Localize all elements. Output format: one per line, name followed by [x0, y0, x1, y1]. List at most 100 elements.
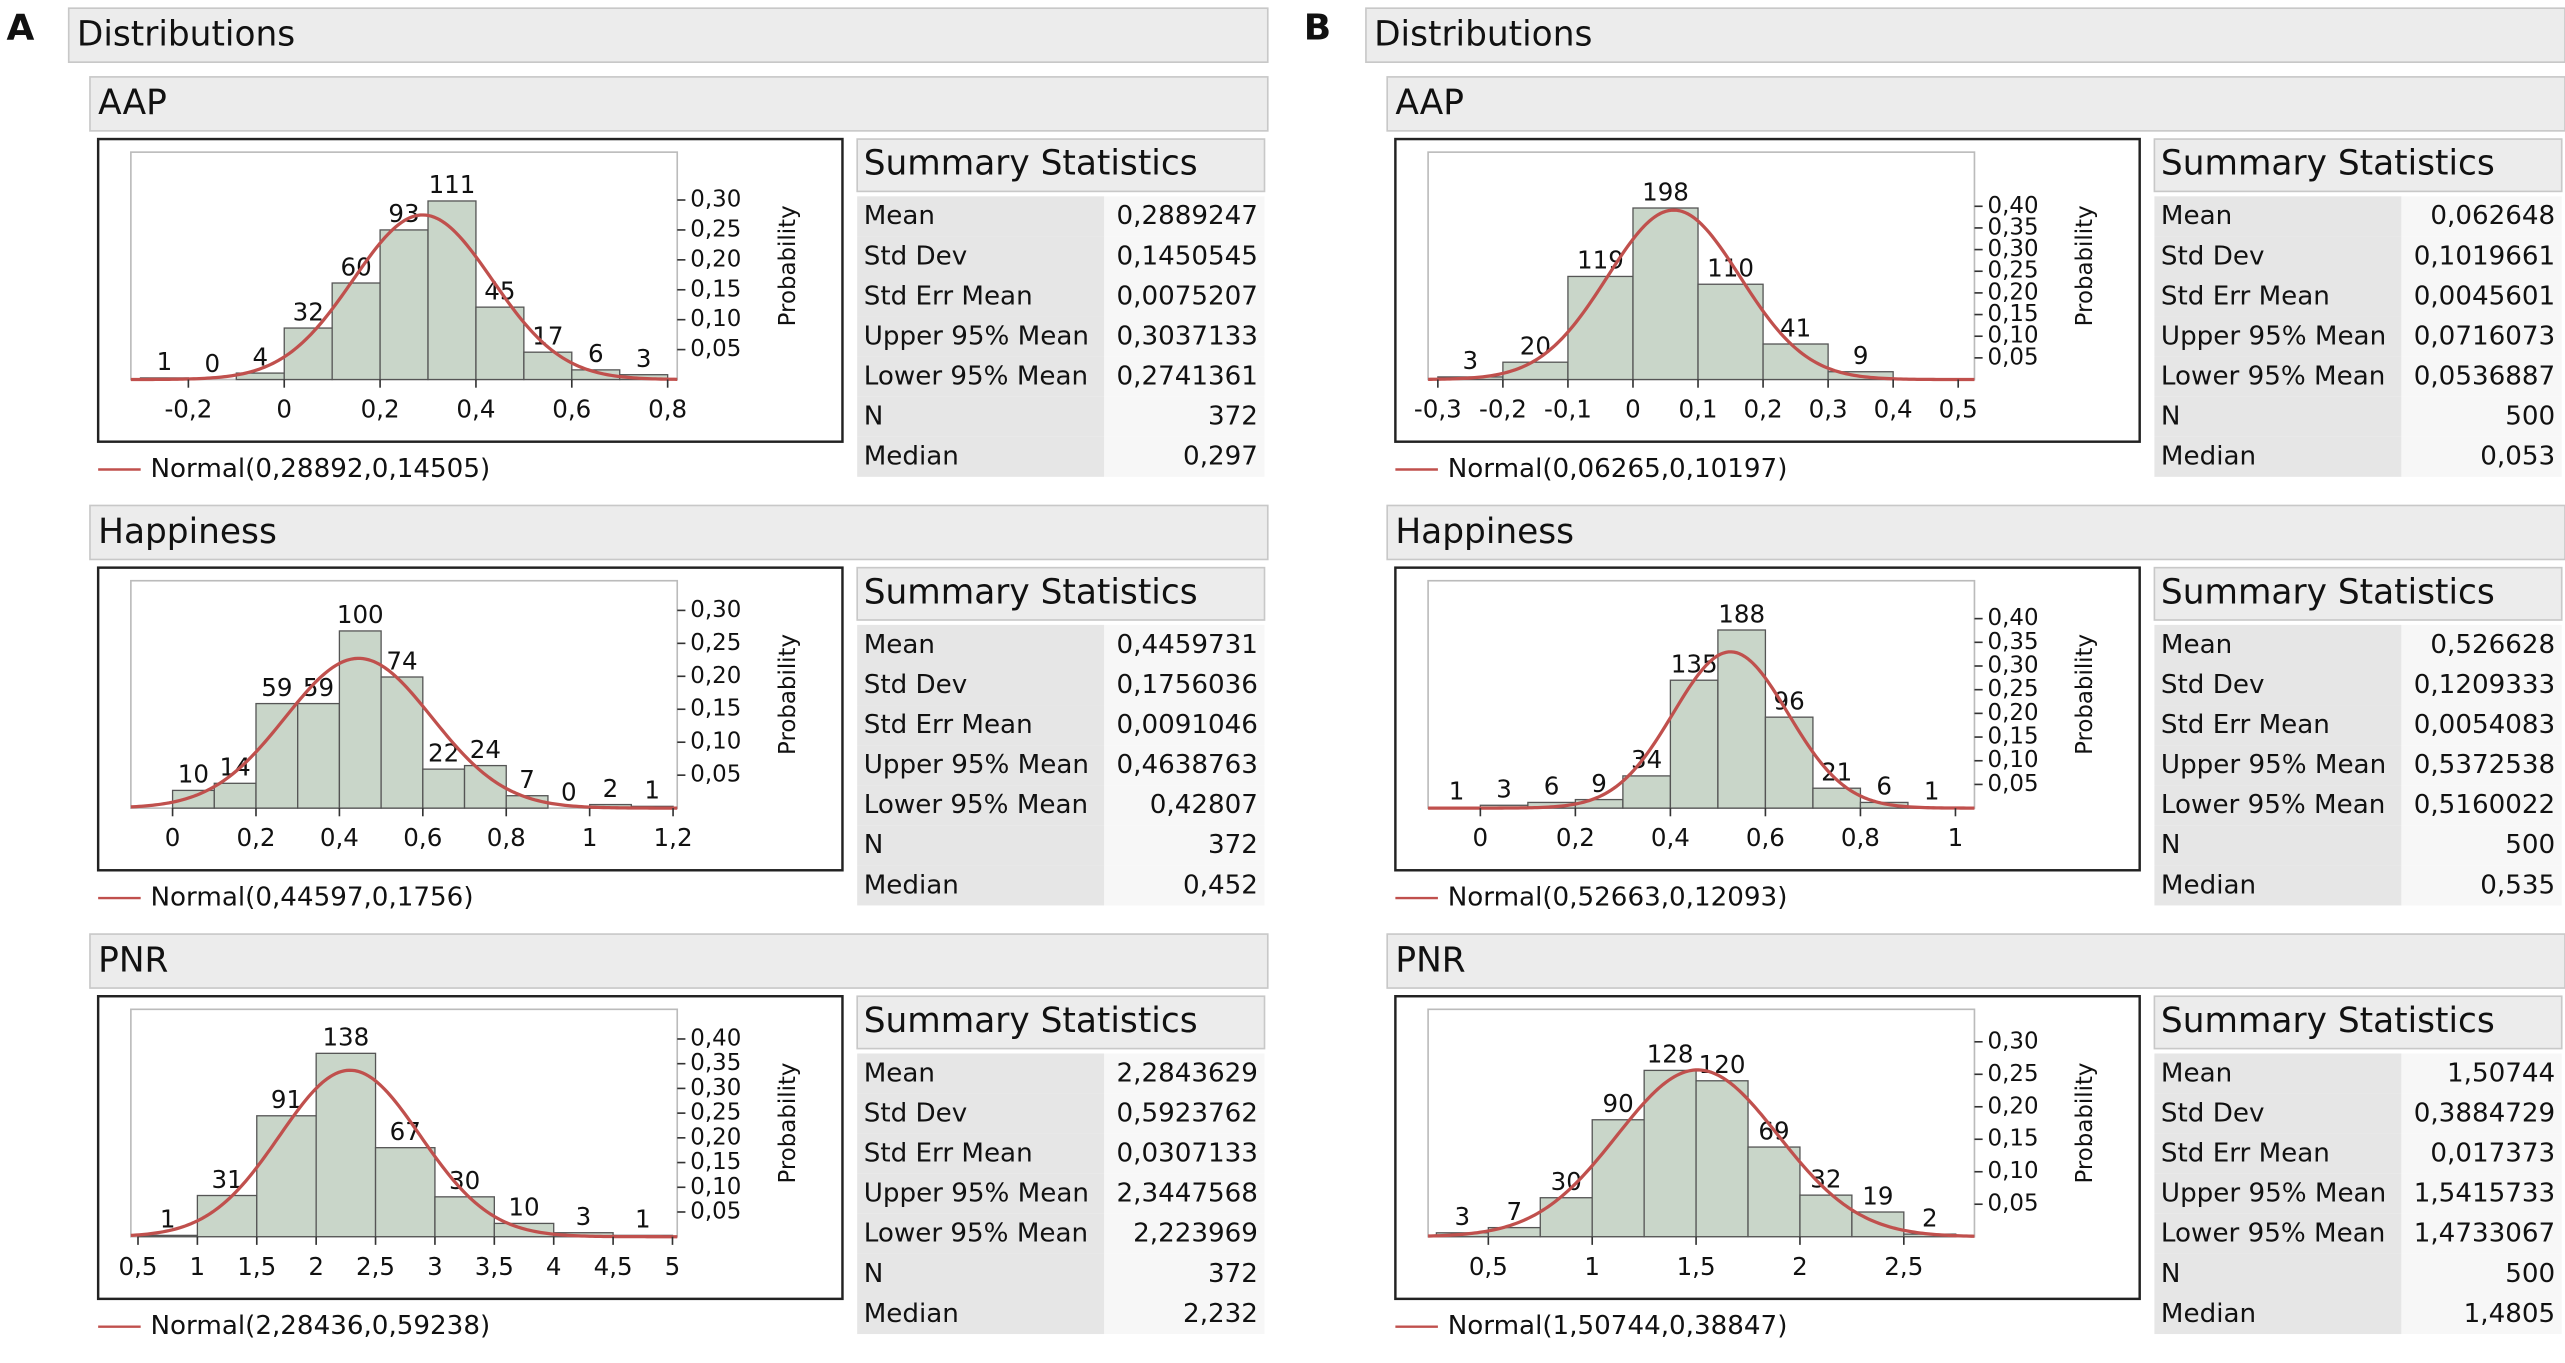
count-label: 198	[1642, 177, 1689, 206]
x-tick-label: 1	[582, 823, 598, 852]
stats-value-cell	[1104, 1213, 1265, 1254]
x-tick-label: 0	[1625, 395, 1641, 424]
report-bar	[1386, 76, 2565, 132]
stats-value: 0,0054083	[2414, 710, 2555, 740]
y2-tick-label: 0,05	[690, 1198, 741, 1224]
stats-value-cell	[2401, 436, 2562, 477]
stats-label-cell	[2154, 316, 2402, 357]
y2-tick-label: 0,25	[690, 1100, 741, 1126]
stats-value-cell	[2401, 1093, 2562, 1134]
stats-value: 2,3447568	[1117, 1179, 1258, 1209]
stats-value: 0,017373	[2430, 1139, 2555, 1169]
x-tick-label: 0	[276, 395, 292, 424]
count-label: 119	[1577, 246, 1624, 275]
y2-tick-label: 0,30	[690, 1075, 741, 1101]
stats-label: Upper 95% Mean	[864, 321, 1089, 351]
count-label: 21	[1821, 757, 1852, 786]
count-label: 93	[388, 199, 419, 228]
stats-value-cell	[2401, 624, 2562, 665]
stats-label-cell	[2154, 705, 2402, 746]
stats-label-cell	[857, 705, 1105, 746]
stats-label-cell	[857, 1213, 1105, 1254]
y2-tick-label: 0,20	[690, 246, 741, 272]
stats-label: Mean	[864, 201, 935, 231]
stats-label-cell	[2154, 196, 2402, 237]
stats-label-cell	[857, 745, 1105, 786]
stats-value: 1,4805	[2464, 1299, 2556, 1329]
stats-label: Upper 95% Mean	[864, 1179, 1089, 1209]
x-tick-label: 2	[1792, 1252, 1808, 1281]
count-label: 3	[1496, 775, 1512, 804]
x-tick-label: 4	[546, 1252, 562, 1281]
stats-value-cell	[2401, 1053, 2562, 1094]
count-label: 1	[635, 1205, 651, 1234]
x-tick-label: 2,5	[1884, 1252, 1923, 1281]
stats-label: N	[2161, 402, 2181, 432]
y2-tick-label: 0,30	[690, 187, 741, 213]
stats-label: Lower 95% Mean	[2161, 790, 2385, 820]
stats-label: Median	[2161, 1299, 2256, 1329]
bar	[1695, 1080, 1749, 1238]
stats-label-cell	[857, 1133, 1105, 1174]
count-label: 9	[1853, 341, 1869, 370]
bar	[1539, 1197, 1593, 1238]
y2-tick-label: 0,15	[1988, 301, 2039, 327]
stats-value-cell	[1104, 705, 1265, 746]
stats-value: 0,4459731	[1117, 630, 1258, 660]
count-label: 20	[1520, 331, 1551, 360]
y2-tick-label: 0,25	[1988, 1061, 2039, 1087]
stats-label: Lower 95% Mean	[864, 362, 1088, 392]
stats-label-cell	[857, 316, 1105, 357]
stats-label: Lower 95% Mean	[864, 1219, 1088, 1249]
stats-label-cell	[2154, 825, 2402, 866]
x-tick-label: 0,6	[1746, 823, 1785, 852]
stats-value-cell	[2401, 785, 2562, 826]
stats-value: 0,062648	[2430, 201, 2555, 231]
stats-value-cell	[2401, 1253, 2562, 1294]
stats-label-cell	[2154, 1293, 2402, 1335]
y2-tick-label: 0,25	[1988, 258, 2039, 284]
count-label: 7	[519, 765, 535, 794]
stats-label-cell	[2154, 436, 2402, 477]
stats-value-cell	[2401, 865, 2562, 906]
stats-value-cell	[1104, 1293, 1265, 1335]
stats-title-bar	[2153, 566, 2563, 621]
stats-value: 1,50744	[2447, 1058, 2555, 1088]
stats-label-cell	[857, 396, 1105, 437]
y2-axis-label: Probability	[775, 634, 801, 755]
y2-tick-label: 0,30	[1988, 1028, 2039, 1054]
count-label: 3	[636, 344, 652, 373]
stats-value: 0,3037133	[1117, 321, 1258, 351]
x-tick-label: 0,5	[1939, 395, 1978, 424]
stats-value-cell	[2401, 276, 2562, 317]
count-label: 1	[160, 1205, 176, 1234]
bar	[1567, 275, 1634, 381]
stats-title-bar	[856, 566, 1266, 621]
bar	[1697, 283, 1764, 381]
x-tick-label: 0	[165, 823, 181, 852]
y2-tick-label: 0,15	[690, 1149, 741, 1175]
y2-tick-label: 0,05	[1988, 1191, 2039, 1217]
bar	[374, 1147, 436, 1238]
stats-value-cell	[1104, 664, 1265, 706]
stats-value-cell	[1104, 785, 1265, 826]
count-label: 188	[1718, 599, 1765, 628]
report-bar	[1386, 933, 2565, 989]
stats-label: Upper 95% Mean	[2161, 321, 2386, 351]
x-tick-label: 0,2	[1744, 395, 1783, 424]
stats-value: 372	[1208, 830, 1258, 860]
stats-value-cell	[1104, 1053, 1265, 1094]
bar	[379, 229, 429, 381]
y2-tick-label: 0,10	[690, 1174, 741, 1200]
stats-value: 0,5372538	[2414, 750, 2555, 780]
report-name: PNR	[98, 940, 168, 980]
y2-tick-label: 0,35	[1988, 214, 2039, 240]
stats-value: 372	[1208, 1259, 1258, 1289]
y2-tick-label: 0,05	[690, 336, 741, 362]
bar	[1812, 787, 1862, 809]
count-label: 19	[1862, 1181, 1893, 1210]
stats-value-cell	[1104, 1133, 1265, 1174]
stats-label: Std Dev	[2161, 1099, 2265, 1129]
stats-label-cell	[857, 196, 1105, 237]
bar	[475, 306, 525, 381]
